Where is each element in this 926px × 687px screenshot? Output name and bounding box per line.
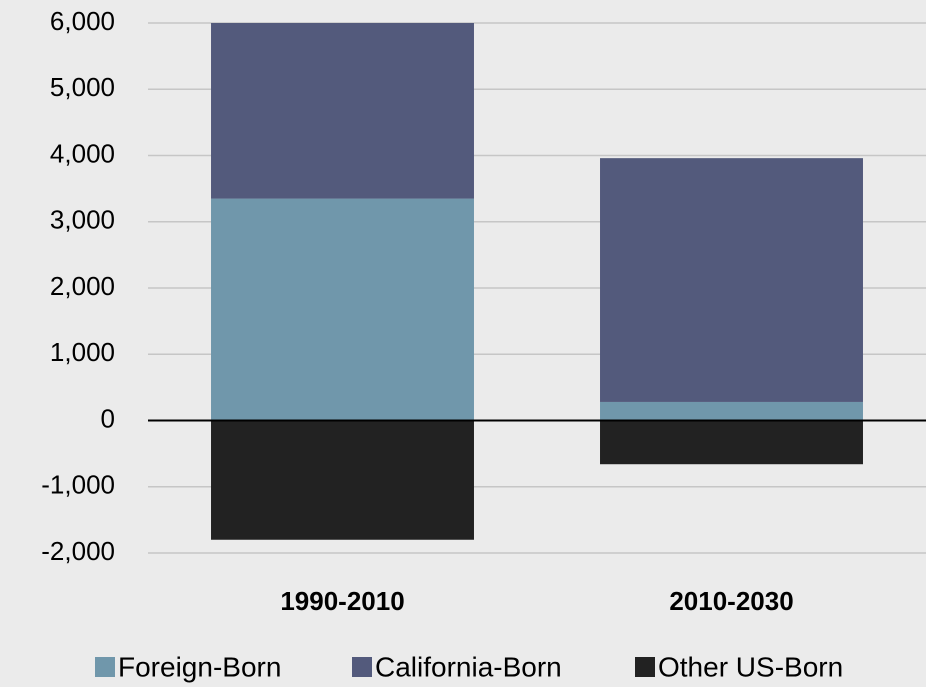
- y-tick-label: 1,000: [50, 337, 115, 367]
- y-tick-label: 2,000: [50, 271, 115, 301]
- x-tick-label: 2010-2030: [669, 586, 793, 616]
- bar-segment: [211, 23, 474, 199]
- bar-segment: [211, 420, 474, 540]
- y-tick-label: -1,000: [41, 470, 115, 500]
- y-tick-label: 5,000: [50, 72, 115, 102]
- legend-label: Other US-Born: [658, 651, 843, 682]
- legend-swatch: [95, 657, 115, 677]
- y-tick-label: 4,000: [50, 138, 115, 168]
- legend-label: California-Born: [375, 651, 562, 682]
- y-tick-label: 0: [101, 403, 115, 433]
- y-tick-label: 3,000: [50, 205, 115, 235]
- bar-segment: [600, 158, 863, 402]
- y-tick-label: -2,000: [41, 536, 115, 566]
- bar-segment: [600, 420, 863, 465]
- bar-segment: [211, 198, 474, 421]
- legend-label: Foreign-Born: [118, 651, 281, 682]
- legend-swatch: [352, 657, 372, 677]
- x-tick-label: 1990-2010: [280, 586, 404, 616]
- y-tick-label: 6,000: [50, 6, 115, 36]
- bar-segment: [600, 401, 863, 421]
- legend-swatch: [635, 657, 655, 677]
